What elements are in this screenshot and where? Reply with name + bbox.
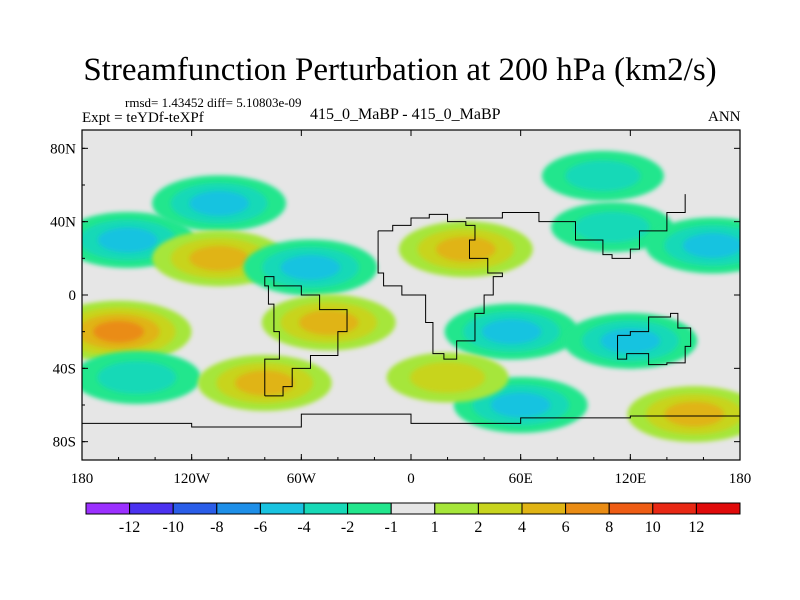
experiment-label: Expt = teYDf-teXPf xyxy=(82,110,204,126)
contour-band xyxy=(565,160,641,192)
field-feature xyxy=(444,303,579,360)
field-feature xyxy=(82,300,192,363)
x-tick-label: 120E xyxy=(614,471,646,487)
colorbar-label: -6 xyxy=(254,519,267,536)
colorbar-label: 12 xyxy=(688,519,704,536)
contour-band xyxy=(97,361,177,394)
field-feature xyxy=(243,239,378,296)
field-feature xyxy=(627,386,740,443)
colorbar-swatch xyxy=(347,502,392,515)
coastline xyxy=(617,312,692,366)
colorbar-label: 2 xyxy=(474,519,482,536)
colorbar-label: -2 xyxy=(341,519,354,536)
colorbar-swatch xyxy=(477,502,523,515)
coastline xyxy=(264,276,348,397)
colorbar: -12 -10 -8 -6 -4 -2 -1 1 2 4 6 8 10 12 xyxy=(85,502,741,536)
chart-title: Streamfunction Perturbation at 200 hPa (… xyxy=(83,52,717,88)
colorbar-label: 6 xyxy=(562,519,570,536)
colorbar-swatch xyxy=(390,502,436,515)
coastline xyxy=(82,413,740,428)
field-feature xyxy=(82,351,201,404)
colorbar-swatch xyxy=(172,502,218,515)
contour-band xyxy=(436,236,496,262)
contour-band xyxy=(280,255,341,280)
field-feature xyxy=(645,217,740,274)
colorbar-label: 4 xyxy=(518,519,526,536)
contour-band xyxy=(600,328,661,354)
colorbar-swatch xyxy=(521,502,567,515)
contour-band xyxy=(481,319,542,345)
axes-layer: 180 120W 60W 0 60E 120E 180 80N 40N 0 40S 80S xyxy=(50,130,751,487)
x-tick-label: 120W xyxy=(173,471,211,487)
season-label: ANN xyxy=(708,109,741,125)
x-tick-label: 60W xyxy=(287,471,317,487)
colorbar-swatch xyxy=(652,502,697,515)
colorbar-label: 1 xyxy=(431,519,439,536)
colorbar-swatch xyxy=(608,502,654,515)
contour-band xyxy=(189,245,249,271)
coastline-layer xyxy=(82,194,740,428)
y-tick-label: 80S xyxy=(53,435,76,451)
colorbar-swatch xyxy=(216,502,261,515)
contour-band xyxy=(189,190,249,216)
colorbar-label: 8 xyxy=(605,519,613,536)
field-feature xyxy=(563,312,698,369)
field-feature xyxy=(152,175,287,232)
contour-band xyxy=(490,392,551,418)
colorbar-label: -10 xyxy=(163,519,184,536)
stats-label: rmsd= 1.43452 diff= 5.10803e-09 xyxy=(125,95,302,110)
coastline xyxy=(465,194,686,259)
contour-band xyxy=(97,227,158,253)
x-tick-label: 180 xyxy=(729,471,752,487)
x-tick-label: 180 xyxy=(71,471,94,487)
contour-band xyxy=(410,362,486,393)
colorbar-label: -12 xyxy=(119,519,140,536)
colorbar-label: -4 xyxy=(297,519,310,536)
y-tick-label: 40S xyxy=(53,361,76,377)
field-feature xyxy=(82,212,195,268)
case-label: 415_0_MaBP - 415_0_MaBP xyxy=(310,106,501,123)
colorbar-swatch xyxy=(565,502,610,515)
field-feature xyxy=(386,352,509,403)
contour-band xyxy=(93,320,144,343)
colorbar-swatch xyxy=(259,502,305,515)
field-layer xyxy=(82,150,740,443)
colorbar-swatch xyxy=(434,502,479,515)
colorbar-swatch xyxy=(85,502,131,515)
colorbar-swatch xyxy=(303,502,349,515)
contour-band xyxy=(298,310,359,335)
colorbar-label: -8 xyxy=(210,519,223,536)
colorbar-swatch xyxy=(129,502,174,515)
coastline xyxy=(377,213,503,360)
field-feature xyxy=(398,221,533,278)
contour-band xyxy=(664,401,725,427)
x-tick-label: 0 xyxy=(407,471,415,487)
contour-band xyxy=(574,211,650,243)
y-tick-label: 40N xyxy=(50,215,76,231)
colorbar-swatch xyxy=(695,502,741,515)
field-feature xyxy=(261,294,396,351)
x-tick-label: 60E xyxy=(509,471,533,487)
field-feature xyxy=(541,150,664,201)
colorbar-label: 10 xyxy=(645,519,661,536)
contour-band xyxy=(682,233,740,258)
y-tick-label: 0 xyxy=(69,288,77,304)
colorbar-label: -1 xyxy=(385,519,398,536)
y-tick-label: 80N xyxy=(50,141,76,157)
